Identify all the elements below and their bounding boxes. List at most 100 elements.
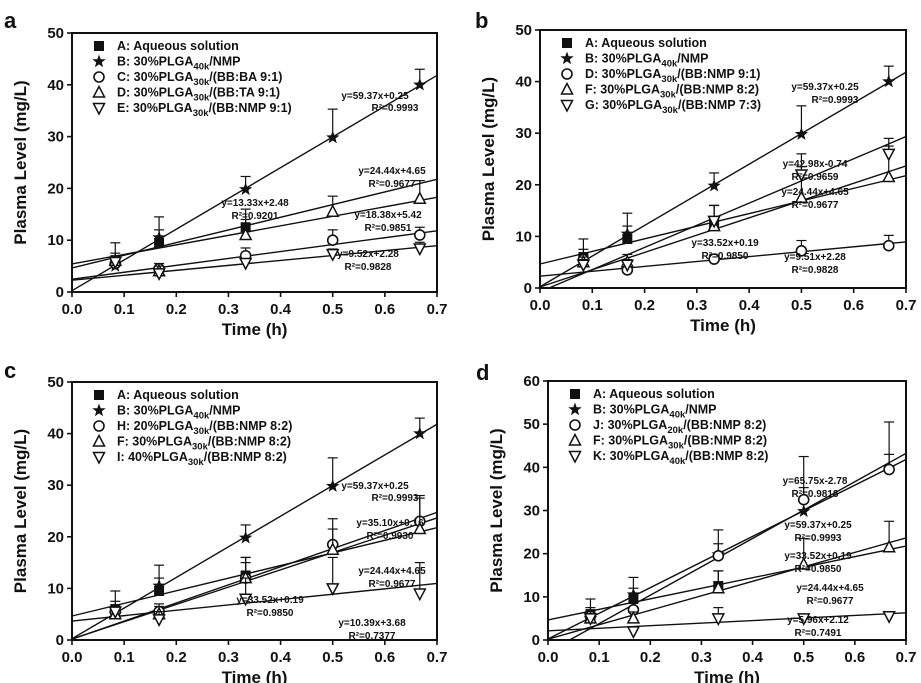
fit-r-squared: R²=0.9850 [247,608,294,619]
x-tick-label: 0.2 [166,649,187,666]
legend-label-sub: 40k [193,62,210,73]
legend-entry: B: 30%PLGA40k/NMP [585,52,709,70]
legend-entry: C: 30%PLGA30k/(BB:BA 9:1) [117,70,282,88]
x-axis-label: Time (h) [694,668,760,683]
data-point-star [882,74,896,88]
fit-r-squared: R²=0.9993 [812,95,859,106]
fit-equation: y=13.33x+2.48 [221,198,289,209]
y-axis-label: Plasma Level (mg/L) [11,429,30,593]
legend-entry: B: 30%PLGA40k/NMP [117,55,241,73]
fit-line [539,71,907,288]
legend-label-sub: 30k [662,105,679,116]
chart-panel-a: 0.0 0.1 0.2 0.3 0.4 0.5 0.6 0.7 0 10 20 30 40 50 Time … [4,8,447,339]
data-point-triangle-down [882,611,896,624]
x-tick-label: 0.7 [427,649,448,666]
data-point-star [239,182,253,196]
data-point-star [626,587,641,601]
data-point-triangle-down [796,613,811,627]
fit-line [71,230,438,280]
legend-entry: J: 30%PLGA20k/(BB:NMP 8:2) [593,418,766,436]
fit-line [547,537,907,640]
fit-line [71,527,438,617]
legend-entry: A: Aqueous solution [593,387,715,401]
x-tick-label: 0.5 [793,649,814,666]
x-tick-label: 0.5 [791,297,812,314]
legend-marker-square [562,38,572,48]
legend-entry: F: 30%PLGA30k/(BB:NMP 8:2) [117,435,291,453]
legend-marker-star [92,54,106,68]
fit-equation: y=59.37x+0.25 [341,91,409,102]
legend-label-main: A: Aqueous solution [117,39,239,53]
y-tick-label: 30 [47,129,64,146]
legend-marker-circle [93,71,105,83]
data-point-circle [882,239,895,252]
data-point-triangle-down [325,248,340,262]
x-tick-label: 0.0 [62,649,83,666]
fit-r-squared: R²=0.9677 [792,200,839,211]
legend-label-main: I: 40%PLGA [117,450,188,464]
y-tick-label: 10 [47,580,64,597]
fit-equation: y=42.98x-0.74 [783,159,848,170]
legend-entry: G: 30%PLGA30k/(BB:NMP 7:3) [585,98,761,116]
data-point-star [239,530,253,544]
legend-label-main: E: 30%PLGA [117,101,193,115]
x-tick-label: 0.1 [589,649,610,666]
data-point-triangle-up [796,556,811,570]
y-tick-label: 30 [47,477,64,494]
legend-entry: H: 20%PLGA30k/(BB:NMP 8:2) [117,419,292,437]
legend-label-sub: 30k [668,441,685,452]
legend-label-post: /(BB:NMP 8:2) [204,450,287,464]
data-point-star [152,230,166,244]
data-point-triangle-down [626,626,641,639]
data-point-triangle-down [794,169,809,183]
y-tick-label: 50 [47,374,64,391]
legend-marker-square [94,390,104,400]
x-tick-label: 0.3 [218,649,239,666]
legend-label-main: A: Aqueous solution [593,387,715,401]
legend-marker-circle [561,68,573,80]
legend-label-post: /(BB:NMP 7:3) [678,98,761,112]
legend-entry: B: 30%PLGA40k/NMP [117,404,241,422]
data-point-circle [413,229,426,241]
x-tick-label: 0.6 [844,649,865,666]
y-axis-label: Plasma Level (mg/L) [479,77,498,241]
fit-line [71,511,438,640]
x-tick-label: 0.4 [270,649,292,666]
y-tick-label: 50 [523,416,540,433]
legend-label-post: /(BB:NMP 8:2) [676,83,759,97]
data-point-triangle-up [794,190,809,203]
legend-label-post: /(BB:NMP 9:1) [209,101,292,115]
legend-label-post: /NMP [685,403,716,417]
data-point-circle [883,463,895,476]
y-tick-label: 40 [523,459,540,476]
x-tick-label: 0.2 [166,301,187,318]
plot-frame [71,32,438,293]
y-tick-label: 20 [515,177,532,194]
fit-r-squared: R²=0.9677 [807,596,854,607]
chart-panel-c: 0.0 0.1 0.2 0.3 0.4 0.5 0.6 0.7 0 10 20 30 40 50 Time … [4,358,447,683]
fit-equation: y=33.52x+0.19 [236,595,304,606]
x-tick-label: 0.4 [739,297,761,314]
data-point-triangle-down [583,613,598,627]
legend-label-main: F: 30%PLGA [117,435,192,449]
x-tick-label: 0.7 [896,297,917,314]
panel-label: b [475,8,488,33]
data-point-triangle-down [238,593,253,607]
legend-entry: F: 30%PLGA30k/(BB:NMP 8:2) [585,83,759,101]
legend-marker-triangle-down [92,102,106,116]
legend-label-main: A: Aqueous solution [117,388,239,402]
series-triangle-down [108,241,427,281]
y-tick-label: 60 [523,373,540,390]
x-tick-label: 0.4 [270,301,292,318]
legend-label-sub: 40k [669,456,686,467]
data-point-circle [795,245,808,257]
fit-equation: y=9.51x+2.28 [784,252,846,263]
x-tick-label: 0.0 [538,649,559,666]
data-point-star [620,226,634,240]
fit-r-squared: R²=0.9818 [792,489,839,500]
legend-label-post: /(BB:NMP 8:2) [209,419,292,433]
fit-r-squared: R²=0.9993 [372,103,419,114]
data-point-triangle-up [882,539,896,553]
data-point-triangle-down [882,148,896,162]
